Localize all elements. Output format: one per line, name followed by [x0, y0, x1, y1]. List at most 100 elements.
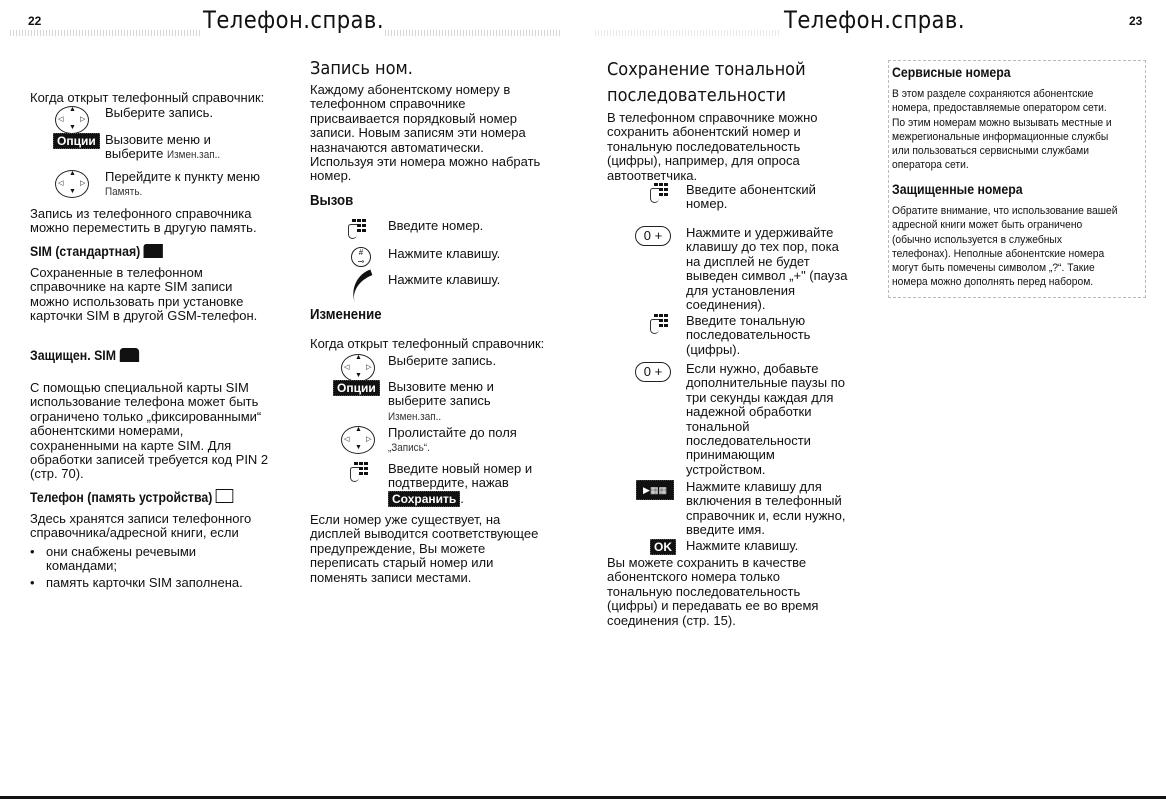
info-box [888, 60, 1146, 298]
instruction-step: ▶▦▦ Нажмите клавишу для включения в телеф… [630, 479, 880, 537]
phone-book-icon [215, 489, 234, 503]
step-instruction: Введите новый номер и подтвердите, нажав [388, 461, 533, 491]
zero-plus-key-icon: 0 + [635, 226, 671, 246]
step-instruction: Нажмите клавишу. [686, 538, 799, 553]
phone-memory-text: Здесь хранятся записи телефонного справо… [30, 511, 252, 541]
hash-key-icon: # ⊸ [351, 247, 371, 267]
instruction-step: Опции Вызовите меню и выберите запись Изм… [333, 379, 583, 423]
protected-numbers-text: Обратите внимание, что использование ваш… [892, 205, 1118, 289]
header-rule-left [10, 30, 200, 36]
step-text: Нажмите клавишу. [388, 246, 501, 261]
instruction-step: 0 + Нажмите и удерживайте клавишу до тех … [630, 225, 880, 312]
page-title-left: Телефон.справ. [203, 6, 384, 34]
step-text: Нажмите клавишу. [388, 272, 501, 287]
col1-para: Запись из телефонного справочника можно … [30, 206, 257, 236]
tone-sequence-text: В телефонном справочнике можно сохранить… [607, 110, 818, 183]
step-instruction: Нажмите клавишу. [388, 246, 501, 261]
step-text: Введите абонентский номер. [686, 182, 816, 212]
step-instruction: Перейдите к пункту меню [105, 169, 260, 184]
call-heading: Вызов [310, 192, 354, 209]
page-number-right: 23 [1129, 14, 1143, 28]
step-instruction: Пролистайте до поля [388, 425, 517, 440]
keypad-icon [650, 314, 668, 334]
ok-softkey: OK [650, 539, 676, 555]
bullet-icon: • [30, 575, 35, 590]
instruction-step: Введите тональную последовательность (ци… [630, 313, 880, 356]
instruction-step: ▲ ▼ ◁ ▷ Пролистайте до поля „Запись“. [333, 425, 583, 454]
protected-sim-icon [119, 348, 139, 362]
instruction-step: Опции Вызовите меню и выберите Измен.зап.… [53, 132, 305, 161]
protected-numbers-heading: Защищенные номера [892, 181, 1023, 197]
step-instruction: Вызовите меню и выберите [105, 132, 211, 162]
nav-key-icon: ▲ ▼ ◁ ▷ [55, 170, 89, 198]
header-rule-left-2 [385, 30, 560, 36]
options-softkey: Опции [333, 380, 380, 396]
step-text: Введите тональную последовательность (ци… [686, 313, 811, 357]
step-instruction: Если нужно, добавьте дополнительные пауз… [686, 361, 845, 477]
sim-card-icon [143, 244, 164, 258]
bullet-text: память карточки SIM заполнена. [46, 575, 243, 590]
step-text: Вызовите меню и выберите Измен.зап.. [105, 132, 226, 163]
save-to-phonebook-icon: ▶▦▦ [636, 480, 674, 500]
step-instruction: Введите номер. [388, 218, 484, 233]
step-instruction: Введите абонентский номер. [686, 182, 816, 212]
step-instruction: Выберите запись. [105, 105, 214, 120]
record-number-text: Каждому абонентскому номеру в телефонном… [310, 82, 541, 184]
step-instruction: Вызовите меню и выберите запись [388, 379, 494, 409]
step-text: Нажмите клавишу для включения в телефонн… [686, 479, 845, 538]
sim-text: Сохраненные в телефонном справочнике на … [30, 265, 258, 324]
protected-sim-text: С помощью специальной карты SIM использо… [30, 380, 269, 482]
step-text: Введите новый номер и подтвердите, нажав… [388, 461, 533, 507]
keypad-icon [348, 219, 366, 239]
service-numbers-heading: Сервисные номера [892, 64, 1011, 80]
step-text: Нажмите клавишу. [686, 538, 799, 553]
step-instruction: Выберите запись. [388, 353, 497, 368]
instruction-step: # ⊸ Нажмите клавишу. [348, 246, 598, 267]
sim-heading: SIM (стандартная) [30, 243, 164, 259]
keypad-icon [350, 462, 368, 482]
phone-memory-heading-text: Телефон (память устройства) [30, 489, 213, 505]
instruction-step: ▲ ▼ ◁ ▷ Перейдите к пункту меню Память. [55, 169, 305, 198]
instruction-step: OK Нажмите клавишу. [630, 538, 880, 555]
edit-intro: Когда открыт телефонный справочник: [310, 336, 545, 351]
step-text: Пролистайте до поля „Запись“. [388, 425, 517, 456]
zero-plus-key-icon: 0 + [635, 362, 671, 382]
page-number-left: 22 [28, 14, 42, 28]
step-instruction: Нажмите клавишу. [388, 272, 501, 287]
nav-key-icon: ▲ ▼ ◁ ▷ [55, 106, 89, 134]
page-title-right: Телефон.справ. [784, 6, 965, 34]
step-text: Если нужно, добавьте дополнительные пауз… [686, 361, 845, 477]
instruction-step: Введите номер. [348, 218, 598, 239]
menu-item-name: Память. [105, 186, 143, 199]
page-bottom-edge [0, 796, 1166, 799]
tone-sequence-heading: Сохранение тональной последовательности [607, 59, 806, 106]
menu-item-name: Измен.зап.. [166, 149, 221, 162]
bullet-icon: • [30, 544, 35, 559]
menu-item-name: Измен.зап.. [388, 410, 442, 423]
step-text: Нажмите и удерживайте клавишу до тех пор… [686, 225, 848, 313]
tone-sequence-note: Вы можете сохранить в качестве абонентск… [607, 555, 819, 628]
instruction-step: Нажмите клавишу. [345, 269, 598, 305]
bullet-text: они снабжены речевыми командами; [46, 544, 197, 574]
service-numbers-text: В этом разделе сохраняются абонентские н… [892, 88, 1112, 172]
instruction-step: ▲ ▼ ◁ ▷ Выберите запись. [55, 105, 305, 134]
step-text: Выберите запись. [388, 353, 497, 368]
col1-intro: Когда открыт телефонный справочник: [30, 90, 265, 105]
step-instruction: Нажмите и удерживайте клавишу до тех пор… [686, 225, 848, 313]
menu-item-name: „Запись“. [388, 442, 430, 455]
instruction-step: Введите абонентский номер. [630, 182, 880, 211]
call-key-icon [345, 269, 381, 305]
keypad-icon [650, 183, 668, 203]
step-text: Перейдите к пункту меню Память. [105, 169, 260, 200]
record-number-heading: Запись ном. [310, 58, 413, 79]
instruction-step: Введите новый номер и подтвердите, нажав… [333, 461, 583, 507]
step-instruction: Введите тональную последовательность (ци… [686, 313, 811, 357]
edit-note: Если номер уже существует, на дисплей вы… [310, 512, 539, 585]
step-text: Вызовите меню и выберите запись Измен.за… [388, 379, 494, 424]
edit-heading: Изменение [310, 306, 382, 323]
nav-key-icon: ▲ ▼ ◁ ▷ [341, 354, 375, 382]
options-softkey: Опции [53, 133, 100, 149]
protected-sim-heading-text: Защищен. SIM [30, 347, 116, 363]
instruction-step: ▲ ▼ ◁ ▷ Выберите запись. [333, 353, 583, 382]
step-text: Выберите запись. [105, 105, 214, 120]
